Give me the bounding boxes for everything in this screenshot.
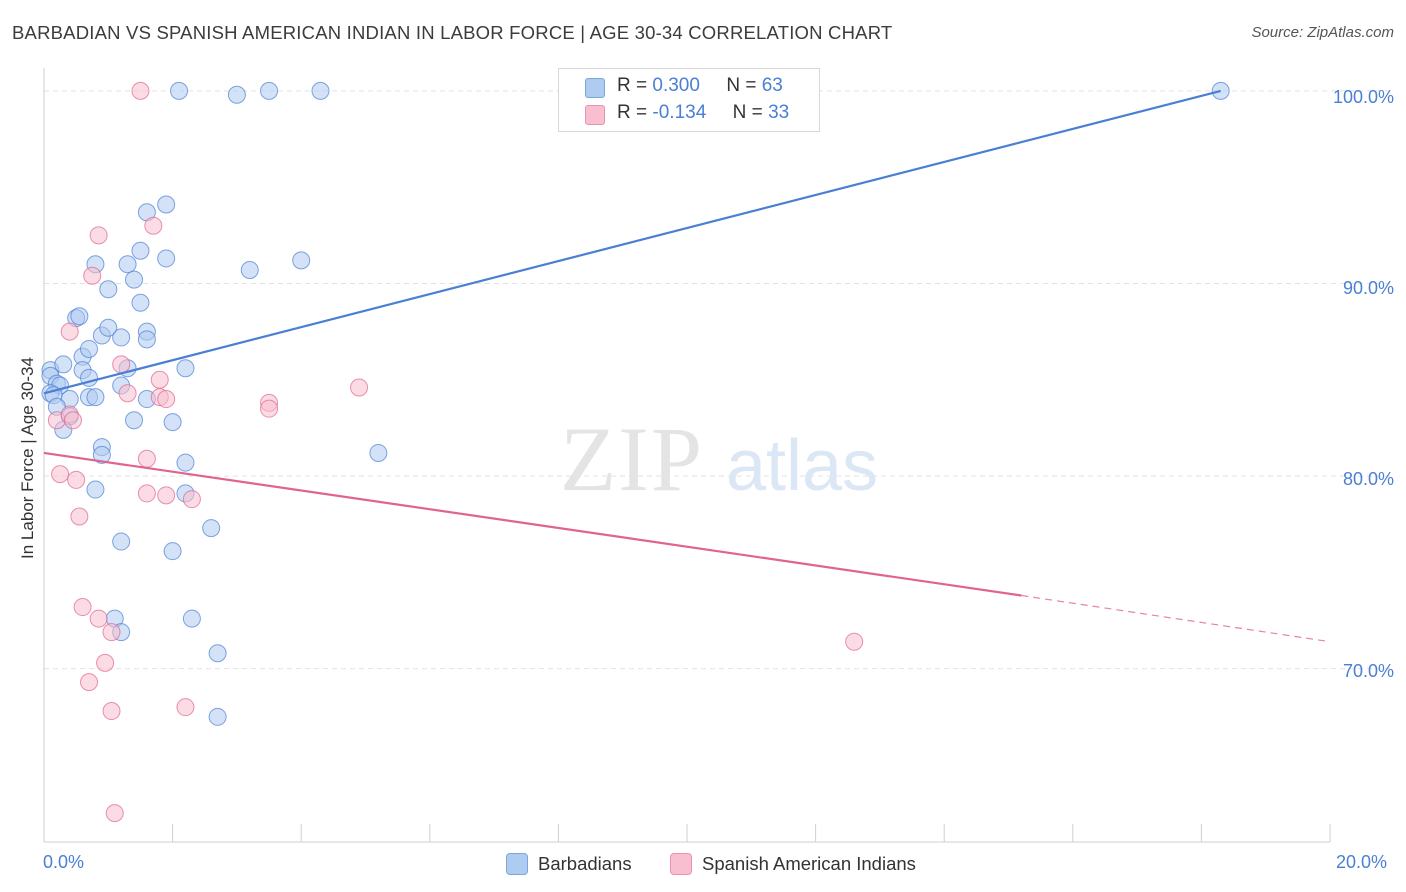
barbadians-swatch: [585, 78, 605, 98]
barbadians-point: [131, 293, 150, 312]
barbadians-point: [227, 85, 246, 104]
stats-legend: R = 0.300 N = 63 R = -0.134 N = 33: [558, 68, 820, 132]
spanish-american-indians-point: [63, 411, 82, 430]
spanish-american-indians-point: [89, 609, 108, 628]
n-label: N =: [732, 102, 763, 123]
x-tick-label-max: 20.0%: [1336, 852, 1388, 872]
barbadians-point: [80, 339, 99, 358]
spanish-american-indians-point: [131, 81, 150, 100]
barbadians-point: [92, 445, 111, 464]
spanish-american-indians-point: [102, 623, 121, 642]
spanish-american-indians-point: [96, 653, 115, 672]
spanish-american-indians-point: [144, 216, 163, 235]
chart-title: BARBADIAN VS SPANISH AMERICAN INDIAN IN …: [12, 22, 893, 43]
barbadians-point: [208, 707, 227, 726]
barbadians-swatch: [506, 853, 528, 875]
r-value: 0.300: [652, 75, 700, 96]
y-tick-label-90: 90.0%: [1342, 278, 1394, 298]
spanish-american-indians-point: [102, 702, 121, 721]
barbadians-point: [86, 480, 105, 499]
barbadians-point: [170, 81, 189, 100]
barbadians-point: [157, 249, 176, 268]
barbadians-point: [112, 532, 131, 551]
barbadians-point: [240, 261, 259, 279]
barbadians-point: [176, 453, 195, 472]
barbadians-point: [157, 195, 176, 214]
barbadians-point: [70, 307, 89, 326]
barbadians-point: [202, 519, 221, 538]
spanish-american-indians-point: [157, 486, 176, 505]
spanish-american-indians-point: [150, 370, 169, 389]
spanish-american-indians-point: [845, 632, 864, 651]
barbadians-point: [163, 542, 182, 561]
barbadians-trend-line: [43, 89, 1221, 395]
barbadians-point: [86, 388, 105, 407]
spanish-american-indians-point: [157, 390, 176, 409]
spanish-american-indians-point: [350, 378, 369, 397]
grid-lines: [44, 90, 1392, 670]
spanish-american-indians-point: [60, 322, 79, 341]
spanish-american-indians-point: [89, 226, 108, 245]
source-label: Source: ZipAtlas.com: [1251, 24, 1394, 41]
barbadians-point: [292, 251, 311, 270]
watermark: ZIP atlas: [560, 408, 878, 510]
data-points: [41, 81, 1230, 823]
n-value: 63: [761, 75, 783, 96]
barbadians-point: [118, 255, 137, 274]
spanish-american-indians-swatch: [670, 853, 692, 875]
axes: [43, 68, 1331, 843]
barbadians-point: [311, 81, 330, 100]
legend-label: Barbadians: [538, 853, 632, 874]
barbadians-point: [163, 413, 182, 432]
spanish-american-indians-point: [83, 266, 102, 285]
y-tick-label-80: 80.0%: [1342, 469, 1394, 489]
spanish-american-indians-point: [260, 399, 279, 418]
barbadians-point: [125, 411, 144, 430]
barbadians-point: [369, 443, 388, 462]
barbadians-point: [112, 328, 131, 347]
r-label: R =: [617, 102, 648, 123]
spanish-american-indians-point: [112, 355, 131, 374]
barbadians-point: [260, 81, 279, 100]
r-value: -0.134: [652, 102, 707, 123]
spanish-american-indians-trend-line: [43, 451, 1022, 597]
n-value: 33: [768, 102, 790, 123]
spanish-american-indians-point: [176, 698, 195, 717]
r-label: R =: [617, 75, 648, 96]
barbadians-point: [182, 609, 201, 628]
barbadians-point: [125, 270, 144, 289]
trend-lines: [43, 89, 1331, 643]
spanish-american-indians-point: [137, 484, 156, 503]
spanish-american-indians-point: [73, 598, 92, 617]
spanish-american-indians-point: [51, 465, 70, 484]
barbadians-point: [131, 241, 150, 260]
legend-label: Spanish American Indians: [702, 853, 916, 874]
barbadians-point: [208, 644, 227, 663]
barbadians-point: [99, 280, 118, 299]
spanish-american-indians-point: [80, 673, 99, 692]
series-legend: Barbadians Spanish American Indians: [0, 852, 1406, 878]
spanish-american-indians-point: [105, 804, 124, 823]
barbadians-point: [54, 355, 73, 374]
spanish-american-indians-swatch: [585, 105, 605, 125]
spanish-american-indians-point: [70, 507, 89, 526]
watermark-zip: ZIP: [560, 408, 704, 510]
barbadians-point: [176, 359, 195, 378]
x-tick-label-min: 0.0%: [43, 852, 85, 872]
y-tick-label-70: 70.0%: [1342, 661, 1394, 681]
barbadians-point: [137, 330, 156, 349]
y-axis-label: In Labor Force | Age 30-34: [18, 357, 37, 559]
spanish-american-indians-point: [137, 449, 156, 468]
barbadians-point: [99, 318, 118, 337]
n-label: N =: [726, 75, 757, 96]
spanish-american-indians-point: [67, 470, 86, 489]
watermark-atlas: atlas: [726, 426, 878, 506]
spanish-american-indians-trend-extension: [1021, 594, 1331, 643]
spanish-american-indians-point: [182, 490, 201, 509]
y-tick-label-100: 100.0%: [1332, 87, 1394, 107]
spanish-american-indians-point: [118, 384, 137, 403]
